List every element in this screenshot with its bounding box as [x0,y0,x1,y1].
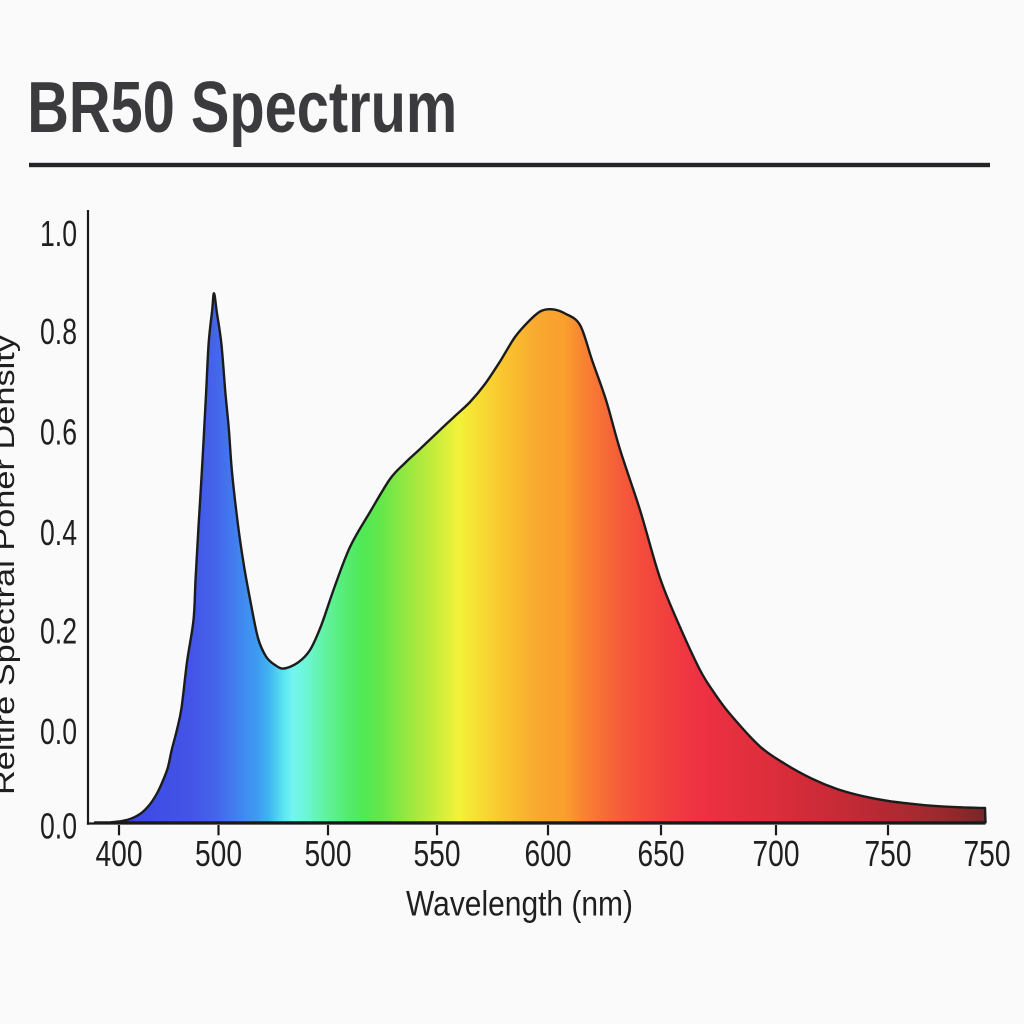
svg-text:600: 600 [525,833,572,874]
svg-text:700: 700 [753,833,800,874]
svg-text:0.4: 0.4 [40,512,77,553]
svg-text:650: 650 [638,833,685,874]
svg-text:BR50 Spectrum: BR50 Spectrum [27,68,457,148]
svg-text:0.0: 0.0 [40,711,77,752]
svg-text:0.6: 0.6 [40,412,77,453]
svg-text:750: 750 [964,833,1011,874]
svg-text:Reltire Spectral Poner Density: Reltire Spectral Poner Density [0,334,21,795]
svg-text:Wavelength (nm): Wavelength (nm) [406,884,633,924]
svg-text:1.0: 1.0 [40,213,77,254]
svg-text:400: 400 [96,833,143,874]
svg-text:500: 500 [195,833,242,874]
svg-text:0.8: 0.8 [40,311,77,352]
svg-text:0.0: 0.0 [40,806,77,847]
svg-text:750: 750 [865,833,912,874]
svg-text:550: 550 [414,833,461,874]
svg-text:500: 500 [305,833,352,874]
svg-text:0.2: 0.2 [40,610,77,651]
